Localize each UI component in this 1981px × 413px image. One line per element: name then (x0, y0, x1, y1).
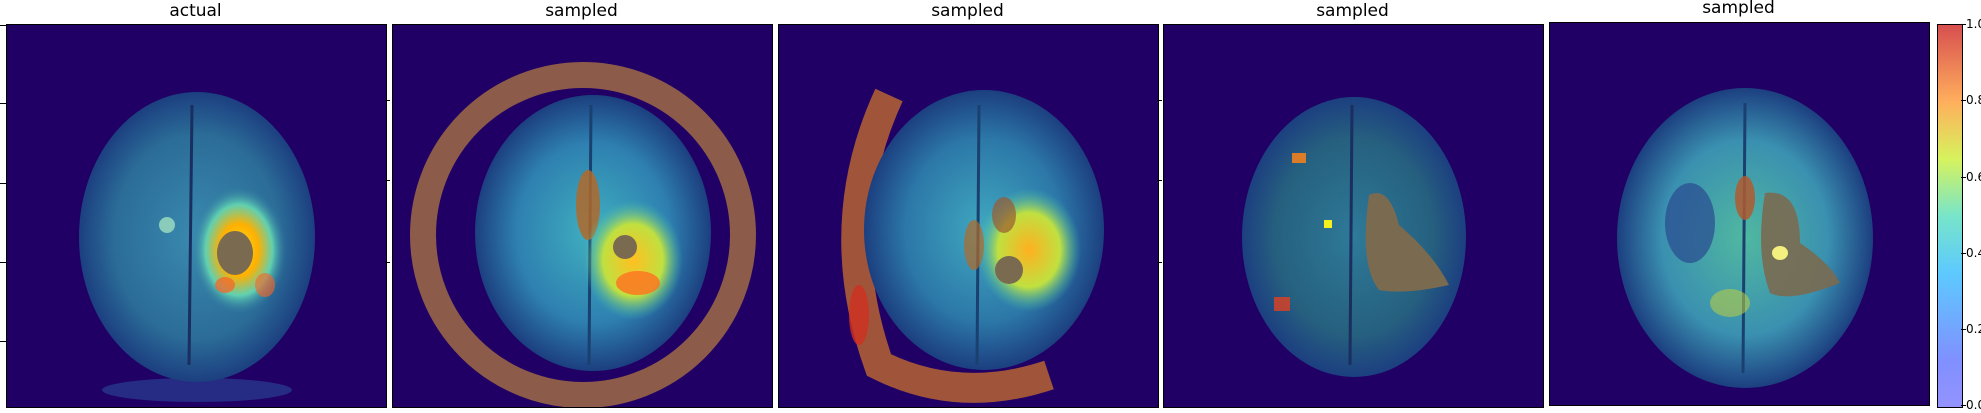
colorbar-label: 0.4 (1966, 246, 1981, 260)
brain-panel-actual (6, 24, 387, 408)
axis-tick (1157, 262, 1162, 263)
axis-tick (0, 103, 6, 104)
panel-title-3: sampled (931, 1, 1004, 21)
panel-title-5: sampled (1702, 0, 1775, 18)
panel-title-4: sampled (1316, 1, 1389, 21)
brain-panel-sampled-1 (392, 24, 773, 408)
axis-tick (1157, 180, 1162, 181)
axis-tick (0, 183, 6, 184)
brain-panel-sampled-2 (778, 24, 1159, 408)
colorbar-label: 0.6 (1966, 170, 1981, 184)
brain-panel-sampled-3 (1163, 24, 1544, 408)
colorbar-label: 1.0 (1966, 17, 1981, 31)
colorbar-tick (1961, 177, 1966, 178)
axis-tick (0, 25, 6, 26)
colorbar-tick (1961, 329, 1966, 330)
colorbar-tick (1961, 24, 1966, 25)
colorbar-tick (1961, 405, 1966, 406)
colorbar-label: 0.2 (1966, 322, 1981, 336)
axis-tick (385, 262, 390, 263)
colorbar-tick (1961, 253, 1966, 254)
panel-title-1: actual (169, 1, 222, 21)
axis-tick (0, 262, 6, 263)
axis-tick (385, 100, 390, 101)
colorbar-label: 0.0 (1966, 398, 1981, 412)
brain-panel-sampled-4 (1549, 22, 1930, 406)
colorbar-tick (1961, 100, 1966, 101)
colorbar-label: 0.8 (1966, 93, 1981, 107)
axis-tick (1157, 100, 1162, 101)
panel-title-2: sampled (545, 1, 618, 21)
axis-tick (385, 180, 390, 181)
colorbar (1937, 24, 1963, 408)
axis-tick (0, 341, 6, 342)
